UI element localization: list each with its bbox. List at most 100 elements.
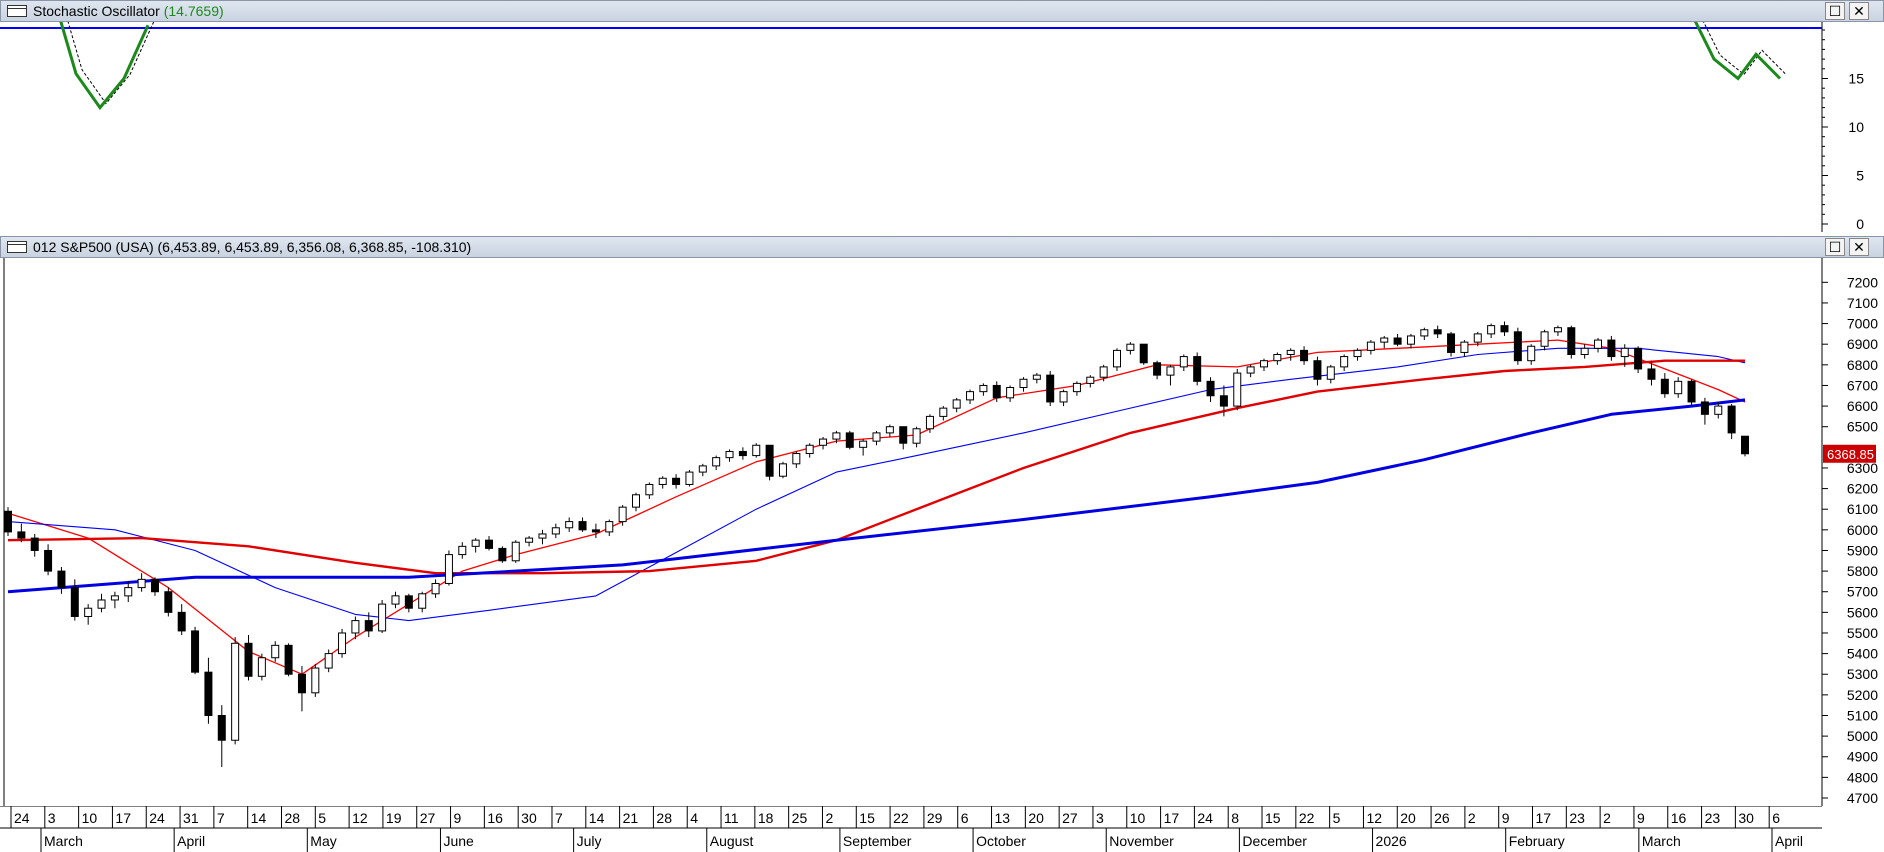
candle-body (605, 521, 614, 533)
y-tick-label: 5700 (1847, 584, 1878, 600)
candle-body (979, 384, 988, 393)
stoch-fast-line (1693, 22, 1782, 81)
candle-body (1019, 378, 1028, 389)
candle-body (819, 438, 828, 446)
candle-body (1072, 382, 1081, 393)
candle-body (4, 510, 12, 533)
candle-body (631, 494, 640, 508)
candle-body (271, 644, 280, 659)
candle-body (378, 603, 387, 632)
stoch-maximize-button[interactable]: ☐ (1825, 2, 1845, 20)
month-label: February (1509, 833, 1565, 849)
candle-body (912, 428, 921, 444)
y-tick-label: 6900 (1847, 336, 1878, 352)
candle-body (578, 521, 587, 531)
candle-body (1153, 362, 1162, 376)
candle-body (618, 506, 627, 523)
candle-body (191, 630, 200, 673)
day-label: 16 (487, 810, 503, 826)
month-label: May (310, 833, 336, 849)
candle-body (485, 539, 494, 549)
stoch-close-button[interactable]: ✕ (1849, 2, 1869, 20)
candle-body (538, 533, 547, 539)
candle-body (1206, 380, 1215, 397)
price-close-button[interactable]: ✕ (1849, 238, 1869, 256)
candle-body (1113, 349, 1122, 368)
candle-body (658, 477, 667, 485)
y-tick-label: 7100 (1847, 295, 1878, 311)
moving-average-line (7, 359, 1745, 575)
candle-body (244, 642, 253, 677)
candle-body (752, 444, 761, 457)
candle-body (1179, 356, 1188, 368)
candle-body (685, 471, 694, 485)
month-label: September (843, 833, 912, 849)
y-tick-label: 4900 (1847, 749, 1878, 765)
candle-body (1353, 349, 1362, 358)
day-label: 14 (589, 810, 605, 826)
candle-body (444, 554, 453, 584)
candle-body (1580, 347, 1589, 356)
candle-body (1433, 329, 1442, 335)
stoch-slow-line (1703, 22, 1787, 76)
candle-body (1259, 360, 1268, 368)
candle-body (1099, 366, 1108, 378)
day-label: 26 (1434, 810, 1450, 826)
candle-body (952, 399, 961, 409)
day-label: 7 (217, 810, 225, 826)
candle-body (1447, 333, 1456, 353)
candle-body (899, 426, 908, 444)
price-maximize-button[interactable]: ☐ (1825, 238, 1845, 256)
candle-body (925, 415, 934, 430)
close-icon: ✕ (1853, 239, 1865, 255)
candle-body (177, 611, 186, 632)
month-label: October (976, 833, 1026, 849)
day-label: 12 (352, 810, 368, 826)
last-price-label: 6368.85 (1827, 447, 1874, 462)
candle-body (1567, 327, 1576, 356)
candle-body (70, 587, 79, 617)
candle-body (1647, 368, 1656, 380)
candle-body (1741, 435, 1749, 455)
candle-body (1193, 356, 1202, 382)
day-label: 3 (48, 810, 56, 826)
day-label: 15 (1265, 810, 1281, 826)
day-label: 12 (1366, 810, 1382, 826)
candle-body (1460, 341, 1469, 353)
candle-body (217, 714, 226, 741)
candle-body (992, 384, 1001, 399)
candle-body (698, 465, 707, 473)
day-label: 7 (555, 810, 563, 826)
month-label: March (1642, 833, 1681, 849)
y-tick-label: 5 (1856, 168, 1864, 184)
y-tick-label: 5500 (1847, 625, 1878, 641)
month-label: July (577, 833, 602, 849)
y-tick-label: 6200 (1847, 481, 1878, 497)
candle-body (1473, 333, 1482, 343)
candle-body (1340, 356, 1349, 368)
candle-body (110, 595, 119, 601)
price-title: 012 S&P500 (USA) (6,453.89, 6,453.89, 6,… (33, 239, 472, 255)
candle-body (1406, 335, 1415, 345)
candle-body (1086, 376, 1095, 384)
month-label: April (177, 833, 205, 849)
day-label: 9 (1502, 810, 1510, 826)
day-label: 30 (521, 810, 537, 826)
maximize-icon: ☐ (1828, 239, 1842, 255)
candle-body (1139, 343, 1148, 364)
day-label: 21 (623, 810, 639, 826)
day-label: 17 (1536, 810, 1552, 826)
stoch-slow-line (67, 22, 155, 105)
candle-body (1727, 405, 1736, 434)
day-label: 5 (1333, 810, 1341, 826)
candle-body (1714, 405, 1723, 415)
y-tick-label: 5900 (1847, 542, 1878, 558)
candle-body (778, 463, 787, 477)
maximize-icon: ☐ (1828, 3, 1842, 19)
close-icon: ✕ (1853, 3, 1865, 19)
candle-body (471, 539, 480, 547)
candle-body (311, 667, 320, 694)
y-tick-label: 7200 (1847, 274, 1878, 290)
candle-body (391, 595, 400, 605)
y-tick-label: 5300 (1847, 666, 1878, 682)
